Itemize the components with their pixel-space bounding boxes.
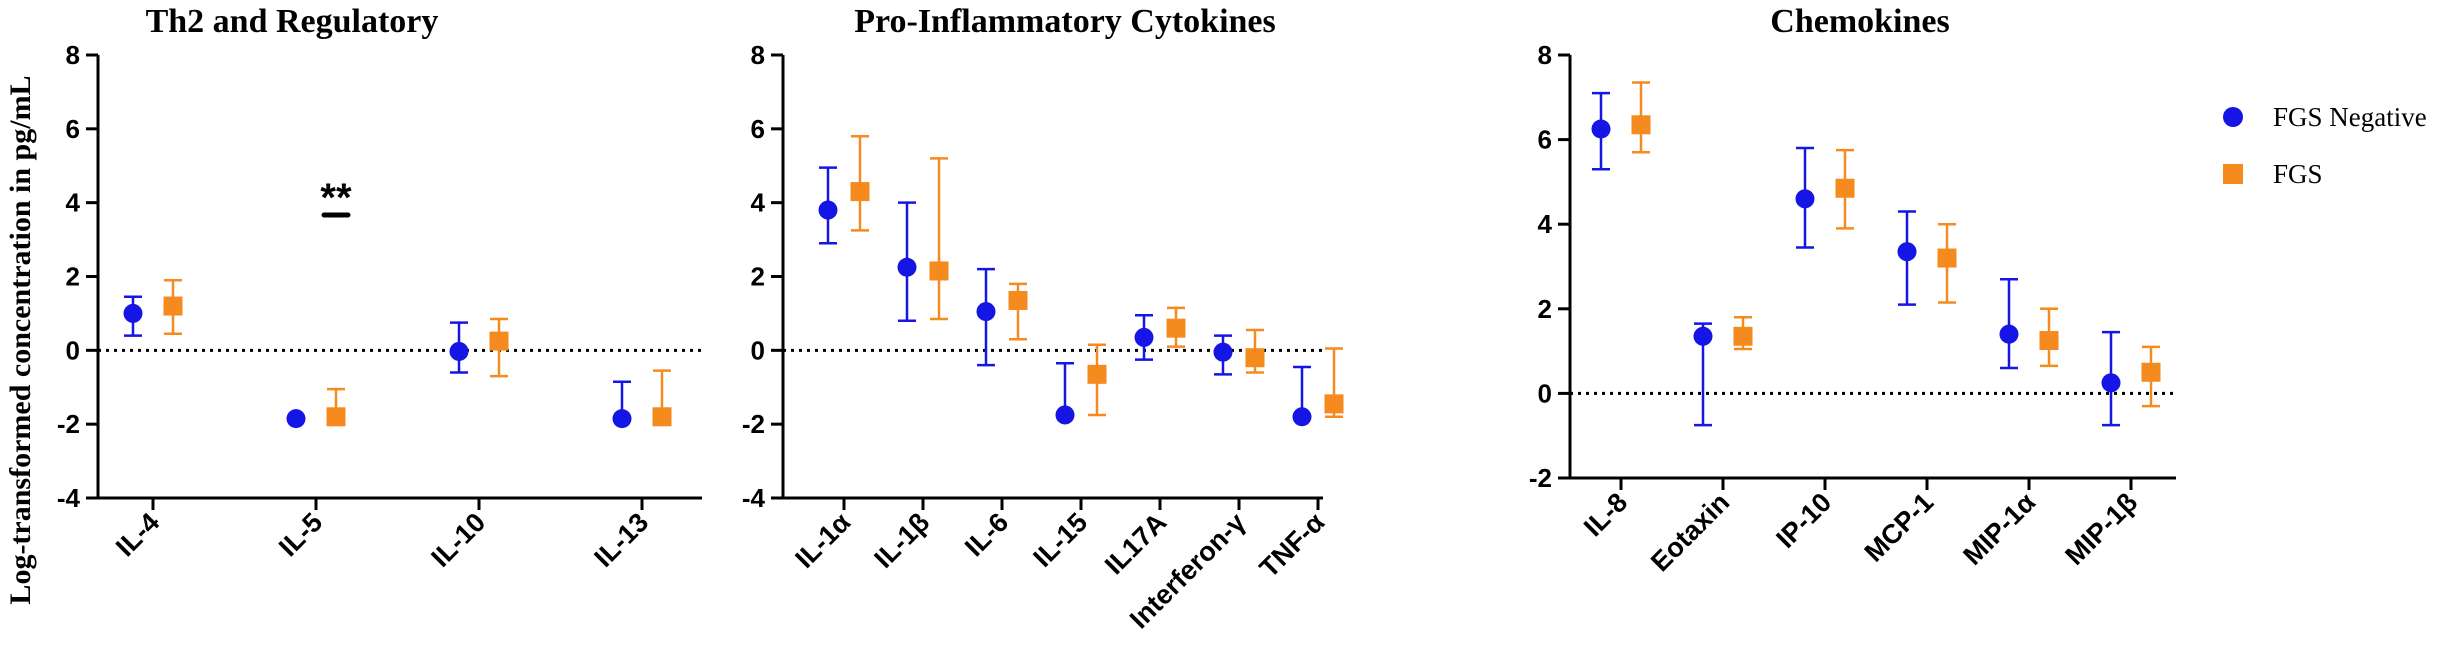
point-fgs-negative	[1693, 326, 1713, 346]
legend-label-fgs: FGS	[2273, 159, 2323, 189]
point-fgs-negative	[897, 257, 917, 277]
point-fgs-negative	[1213, 342, 1233, 362]
point-fgs	[163, 296, 183, 316]
point-fgs	[1166, 318, 1186, 338]
x-tick-label: IP-10	[1770, 487, 1837, 554]
point-fgs	[326, 407, 346, 427]
x-tick-label: IL-15	[1027, 507, 1093, 573]
legend-marker-negative	[2223, 107, 2243, 127]
y-tick-label: 2	[66, 262, 80, 292]
point-fgs-negative	[449, 341, 469, 361]
y-tick-label: -2	[57, 409, 80, 439]
point-fgs	[2039, 331, 2059, 351]
y-tick-label: 0	[66, 335, 80, 365]
point-fgs-negative	[286, 409, 306, 429]
y-tick-label: 8	[751, 40, 765, 70]
x-tick-label: IL-6	[959, 507, 1014, 562]
y-tick-label: 8	[66, 40, 80, 70]
point-fgs-negative	[818, 200, 838, 220]
point-fgs	[1631, 115, 1651, 135]
point-fgs	[1087, 364, 1107, 384]
point-fgs	[1245, 348, 1265, 368]
y-tick-label: -4	[742, 483, 766, 513]
point-fgs-negative	[1795, 189, 1815, 209]
chart-title-2: Pro-Inflammatory Cytokines	[854, 3, 1276, 40]
x-tick-label: MCP-1	[1859, 487, 1940, 568]
x-tick-label: IL-8	[1578, 487, 1633, 542]
point-fgs	[1733, 326, 1753, 346]
point-fgs	[850, 182, 870, 202]
y-tick-label: 6	[1538, 125, 1552, 155]
y-tick-label: 4	[66, 188, 81, 218]
point-fgs	[489, 331, 509, 351]
x-tick-label: IL17A	[1099, 507, 1172, 580]
point-fgs-negative	[1055, 405, 1075, 425]
x-tick-label: MIP-1α	[1957, 487, 2041, 571]
chart-panel-2: Pro-Inflammatory Cytokines -4 -2 0 2 4 6 8 IL-1…	[742, 3, 1344, 634]
chart-title-3: Chemokines	[1770, 3, 1949, 40]
x-tick-label: IL-5	[273, 507, 328, 562]
x-tick-label: IL-4	[110, 507, 165, 562]
x-tick-label: Eotaxin	[1645, 487, 1735, 577]
legend: FGS Negative FGS	[2223, 102, 2427, 189]
point-fgs-negative	[1591, 119, 1611, 139]
point-fgs	[2141, 362, 2161, 382]
point-fgs	[1324, 394, 1344, 414]
point-fgs-negative	[1134, 327, 1154, 347]
point-fgs-negative	[123, 303, 143, 323]
point-fgs	[929, 261, 949, 281]
point-fgs-negative	[1292, 407, 1312, 427]
y-axis-label: Log-transformed concentration in pg/mL	[4, 75, 37, 604]
point-fgs	[652, 407, 672, 427]
y-tick-label: 4	[751, 188, 766, 218]
x-tick-label: TNF-α	[1254, 507, 1331, 584]
y-tick-label: 2	[1538, 294, 1552, 324]
point-fgs-negative	[976, 302, 996, 322]
chart-title-1: Th2 and Regulatory	[146, 3, 439, 40]
x-tick-label: MIP-1β	[2059, 487, 2143, 571]
y-tick-label: -4	[57, 483, 81, 513]
y-tick-label: -2	[742, 409, 765, 439]
y-tick-label: 6	[751, 114, 765, 144]
y-tick-label: -2	[1529, 463, 1552, 493]
y-tick-label: 6	[66, 114, 80, 144]
significance-label: **	[320, 176, 352, 220]
legend-label-negative: FGS Negative	[2273, 102, 2427, 132]
point-fgs-negative	[2101, 373, 2121, 393]
x-tick-label: IL-10	[425, 507, 491, 573]
point-fgs	[1937, 248, 1957, 268]
legend-marker-fgs	[2223, 164, 2243, 184]
y-tick-label: 2	[751, 262, 765, 292]
chart-panel-1: Th2 and Regulatory -4 -2 0 2 4 6 8 IL-4 IL-5 IL-1…	[57, 3, 702, 573]
point-fgs-negative	[612, 409, 632, 429]
x-tick-label: IL-1α	[789, 507, 856, 574]
y-tick-label: 0	[751, 335, 765, 365]
point-fgs	[1008, 290, 1028, 310]
y-tick-label: 8	[1538, 40, 1552, 70]
y-tick-label: 0	[1538, 378, 1552, 408]
x-tick-label: IL-1β	[868, 507, 935, 574]
point-fgs-negative	[1897, 242, 1917, 262]
point-fgs-negative	[1999, 324, 2019, 344]
point-fgs	[1835, 178, 1855, 198]
y-tick-label: 4	[1538, 209, 1553, 239]
x-tick-label: IL-13	[588, 507, 654, 573]
